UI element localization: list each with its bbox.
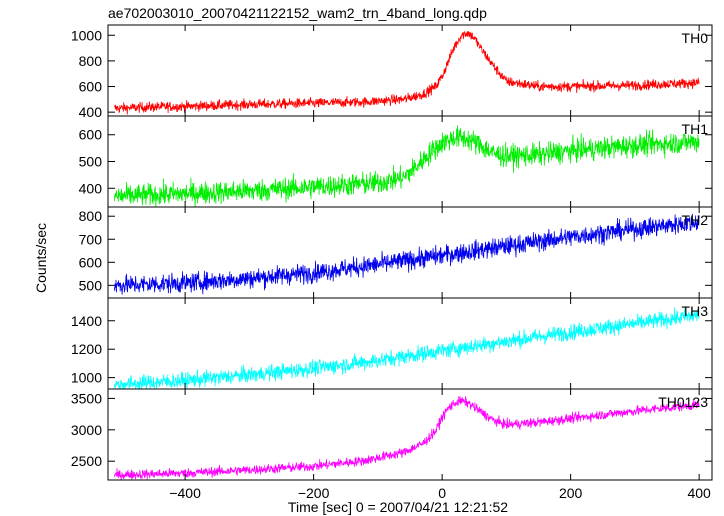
panel-frame <box>107 388 713 481</box>
y-tick-label: 800 <box>79 53 103 69</box>
y-tick-label: 700 <box>79 231 103 247</box>
x-axis-label: Time [sec] 0 = 2007/04/21 12:21:52 <box>288 499 508 515</box>
y-tick-label: 2500 <box>71 453 102 469</box>
x-tick-label: 200 <box>559 485 583 501</box>
x-axis-tick-labels: −400 −200 0 200 400 <box>169 485 711 501</box>
y-tick-label: 600 <box>79 79 103 95</box>
series-line-th3 <box>114 307 700 389</box>
y-tick-label: 3000 <box>71 422 102 438</box>
y-tick-label: 1000 <box>71 370 102 386</box>
series-line-th2 <box>114 213 700 295</box>
x-tick-label: −400 <box>169 485 201 501</box>
panel-label-th0: TH0 <box>682 30 709 46</box>
panel-label-th2: TH2 <box>682 212 709 228</box>
x-tick-label: 400 <box>687 485 711 501</box>
y-tick-label: 800 <box>79 208 103 224</box>
panel-th3: 1000 1200 1400 TH3 <box>71 297 713 390</box>
y-tick-label: 500 <box>79 154 103 170</box>
series-line-th0123 <box>114 396 700 480</box>
x-tick-label: 0 <box>438 485 446 501</box>
y-tick-label: 500 <box>79 277 103 293</box>
panel-th1: 400 500 600 TH1 <box>79 115 713 208</box>
series-line-th1 <box>114 125 700 207</box>
x-tick-label: −200 <box>298 485 330 501</box>
y-tick-label: 400 <box>79 180 103 196</box>
panel-label-th0123: TH0123 <box>658 394 708 410</box>
y-tick-label: 600 <box>79 127 103 143</box>
series-line-th0 <box>114 30 700 115</box>
panel-frame <box>107 115 713 208</box>
panel-label-th3: TH3 <box>682 303 709 319</box>
panel-th0: 400 600 800 1000 TH0 <box>71 24 713 120</box>
chart-title: ae702003010_20070421122152_wam2_trn_4ban… <box>108 5 487 21</box>
panels: 400 600 800 1000 TH0 400 500 600 TH1 500 600 700 800… <box>71 24 713 481</box>
y-tick-label: 3500 <box>71 390 102 406</box>
panel-th0123: 2500 3000 3500 TH0123 <box>71 388 713 481</box>
y-axis-label: Counts/sec <box>33 223 49 293</box>
panel-label-th1: TH1 <box>682 121 709 137</box>
y-tick-label: 1000 <box>71 27 102 43</box>
panel-th2: 500 600 700 800 TH2 <box>79 206 713 299</box>
y-tick-label: 1200 <box>71 341 102 357</box>
y-tick-label: 600 <box>79 254 103 270</box>
panel-frame <box>107 24 713 117</box>
panel-frame <box>107 297 713 390</box>
y-tick-label: 400 <box>79 104 103 120</box>
y-tick-label: 1400 <box>71 313 102 329</box>
